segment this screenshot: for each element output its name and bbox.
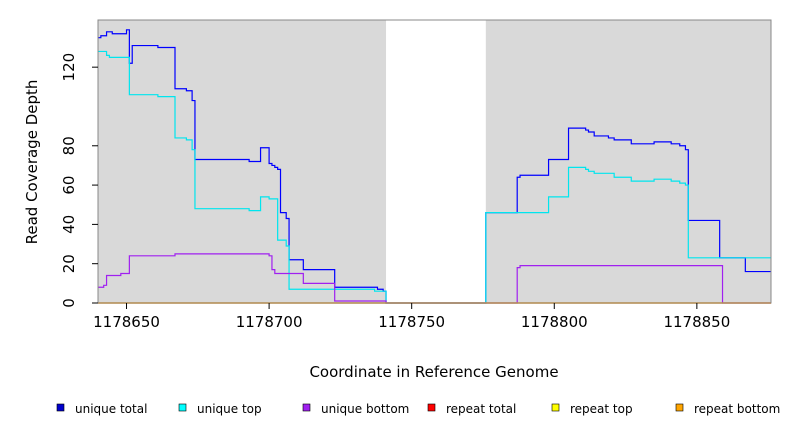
series-line-unique-total (98, 29, 771, 304)
y-axis-title: Read Coverage Depth (23, 80, 41, 245)
x-tick-label: 1178850 (663, 313, 730, 331)
x-tick-label: 1178700 (236, 313, 303, 331)
y-tick-label: 0 (60, 298, 78, 308)
shaded-region-2 (485, 20, 771, 303)
legend-label: repeat top (570, 402, 633, 416)
y-tick-label: 60 (60, 176, 78, 195)
y-tick-label: 80 (60, 136, 78, 155)
x-tick-label: 1178750 (378, 313, 445, 331)
legend-swatch (302, 403, 311, 412)
legend-label: unique bottom (321, 402, 409, 416)
series-line-unique-top (98, 50, 771, 304)
legend-swatch (675, 403, 684, 412)
y-tick-label: 120 (60, 53, 78, 82)
legend-swatch (551, 403, 560, 412)
legend-label: repeat total (446, 402, 516, 416)
plot-frame (97, 19, 772, 304)
legend-swatch (178, 403, 187, 412)
legend-label: unique total (75, 402, 147, 416)
series-line-unique-bottom (98, 253, 771, 304)
legend-swatch (56, 403, 65, 412)
legend-label: repeat bottom (694, 402, 780, 416)
y-tick-label: 40 (60, 215, 78, 234)
legend-label: unique top (197, 402, 262, 416)
x-tick-label: 1178800 (521, 313, 588, 331)
shaded-region-1 (98, 20, 387, 303)
legend-swatch (427, 403, 436, 412)
legend: unique total unique top unique bottom repea… (56, 402, 780, 416)
y-tick-label: 20 (60, 254, 78, 273)
x-tick-label: 1178650 (93, 313, 160, 331)
x-axis-title: Coordinate in Reference Genome (309, 363, 558, 381)
